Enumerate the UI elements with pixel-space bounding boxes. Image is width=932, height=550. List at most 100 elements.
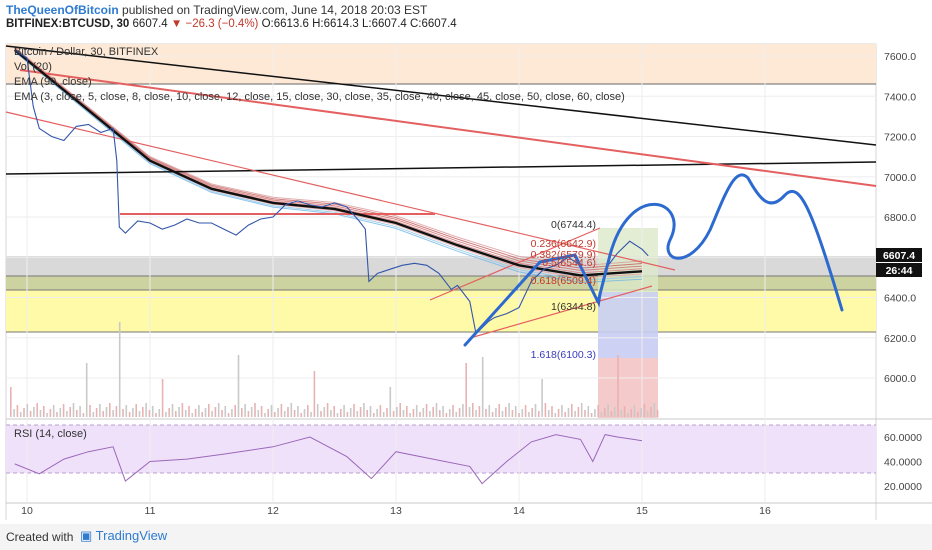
volume-bar [577,407,580,417]
volume-bar [79,406,81,417]
volume-bar [653,403,656,417]
volume-bar [132,408,134,417]
volume-bar [637,412,639,417]
volume-bar [439,410,441,417]
volume-bar [16,405,19,417]
volume-bar [600,412,603,417]
price-tick-label: 7400.0 [884,91,916,103]
volume-bar [511,410,514,417]
volume-bar [613,407,616,417]
volume-bar [175,411,177,417]
volume-bar [389,387,392,417]
volume-bar [382,412,385,417]
volume-bar [29,411,32,417]
legend-vol: Vol (20) [14,61,52,73]
volume-bar [217,403,220,417]
volume-bar [33,407,35,417]
volume-bar [188,406,190,417]
volume-bar [359,407,362,417]
volume-bar [465,363,467,417]
volume-bar [260,406,263,417]
volume-bar [297,406,299,417]
volume-bar [85,363,88,417]
fib-level-label: 0.382(6579.9) [531,249,596,261]
volume-bar [478,406,481,417]
volume-bar [158,409,161,417]
volume-bar [56,412,58,417]
last-price: 6607.4 [132,18,168,30]
volume-bar [293,410,296,417]
volume-bar [145,403,147,417]
rsi-tick-label: 40.0000 [884,457,922,469]
volume-bar [594,409,596,417]
footer-bar: Created with ▣ TradingView [0,524,932,550]
volume-bar [518,413,520,417]
volume-bar [181,403,184,417]
volume-bar [105,407,108,417]
volume-bar [125,405,128,417]
volume-bar [495,408,497,417]
volume-bar [376,409,378,417]
volume-bar [363,403,365,417]
volume-bar [406,406,408,417]
author-name[interactable]: TheQueenOfBitcoin [6,3,119,17]
volume-bar [237,355,240,417]
volume-bar [112,410,114,417]
volume-bar [280,404,283,417]
price-tag-box [876,248,922,262]
volume-bar [402,410,405,417]
volume-bar [330,410,332,417]
volume-bar [287,407,289,417]
gray-zone [6,256,876,276]
volume-bar [148,410,151,417]
volume-bar [270,405,273,417]
rsi-tick-label: 60.0000 [884,432,922,444]
volume-bar [435,403,438,417]
volume-bar [551,406,553,417]
volume-bar [488,405,491,417]
fib-level-label: 1(6344.8) [551,301,596,313]
trendline-black-lower [5,161,877,175]
time-tick-label: 12 [267,505,279,517]
volume-bar [429,411,431,417]
time-axis-labels: 10 11 12 13 14 15 16 [21,505,771,517]
volume-bar [138,411,141,417]
volume-bar [89,405,91,417]
volume-bar [283,411,286,417]
volume-bar [227,413,230,417]
grid-layer [6,44,876,503]
volume-bar [36,403,38,417]
volume-bar [19,412,22,417]
volume-bar [316,404,319,417]
volume-bar [538,411,540,417]
volume-bar [419,412,421,417]
volume-bar [214,407,217,417]
projection-drawing[interactable] [463,173,844,347]
volume-bar [155,413,157,417]
volume-bar [524,405,527,417]
volume-bar [59,408,62,417]
low-value: L:6607.4 [362,18,407,30]
volume-bar [165,412,167,417]
volume-bar [481,357,484,417]
tradingview-logo[interactable]: ▣ TradingView [80,528,168,543]
volume-bar [171,404,174,417]
volume-bar [528,412,530,417]
volume-bar [13,409,15,417]
wedge-red-bottom [469,285,653,339]
volume-bar [343,405,345,417]
volume-bar [557,409,560,417]
volume-bar [475,410,477,417]
volume-bar [221,410,223,417]
time-tick-label: 14 [513,505,525,517]
volume-bar [445,413,448,417]
volume-bar [587,406,590,417]
footer-created-with: Created with [6,530,74,544]
volume-bar [250,407,253,417]
time-tick-label: 10 [21,505,33,517]
volume-bar [346,412,349,417]
volume-bar [122,409,124,417]
volume-bar [399,403,401,417]
price-chart[interactable]: 6000.06200.06400.06600.06800.07000.07200… [0,0,932,520]
volume-bar [277,408,279,417]
